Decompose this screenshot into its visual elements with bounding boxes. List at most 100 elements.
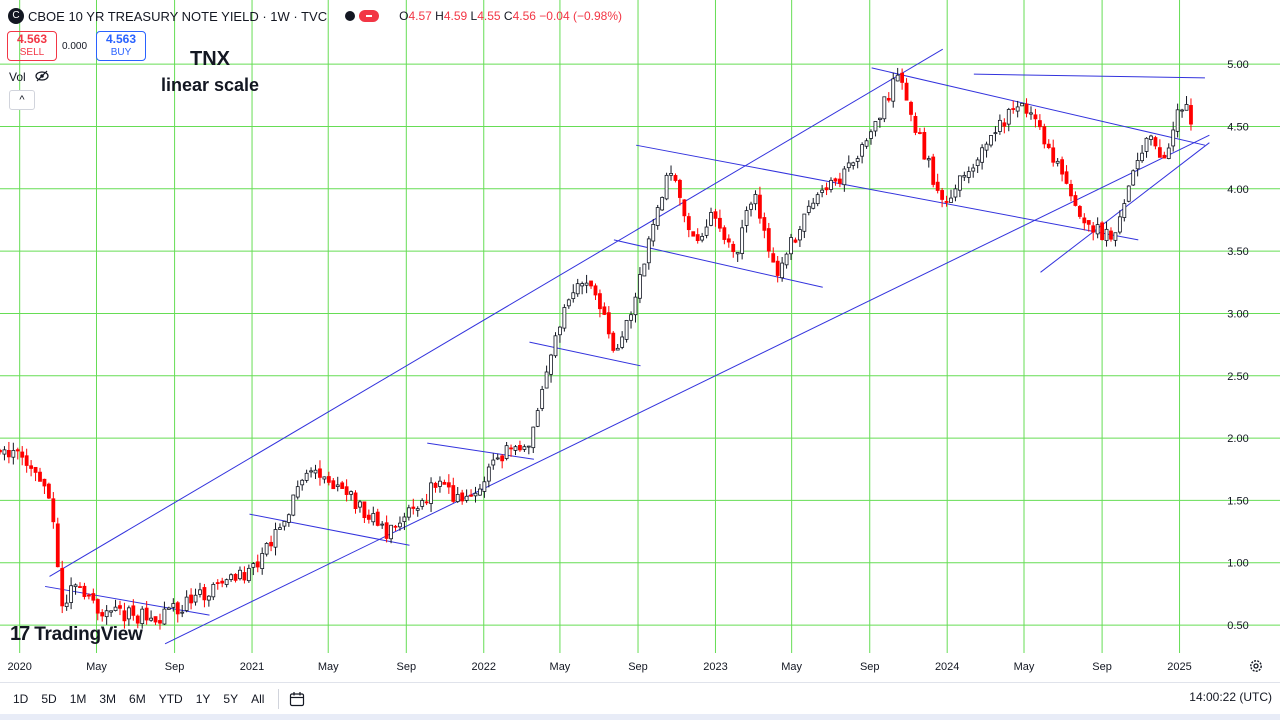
- candle-up: [1149, 135, 1153, 140]
- candle-down: [718, 217, 722, 229]
- candle-up: [531, 426, 536, 449]
- candle-up: [984, 143, 989, 151]
- candle-up: [224, 579, 229, 585]
- candle-up: [664, 174, 669, 200]
- candle-up: [1135, 160, 1140, 170]
- range-5y-button[interactable]: 5Y: [223, 692, 239, 706]
- candle-down: [1077, 206, 1082, 217]
- time-tick-label: May: [550, 661, 571, 673]
- candle-up: [429, 482, 433, 504]
- collapse-legend-button[interactable]: ^: [9, 90, 35, 110]
- high-value: 4.59: [443, 9, 468, 23]
- candle-down: [673, 175, 678, 181]
- settings-gear-icon[interactable]: [1249, 659, 1263, 673]
- eye-hidden-icon[interactable]: [35, 70, 49, 82]
- chart-grid: [0, 0, 1280, 653]
- candle-down: [433, 482, 438, 488]
- candle-down: [424, 501, 429, 504]
- close-label: C: [503, 9, 513, 23]
- symbol-header: C CBOE 10 YR TREASURY NOTE YIELD · 1W · …: [0, 0, 622, 32]
- buy-button[interactable]: 4.563 BUY: [96, 31, 146, 61]
- symbol-title[interactable]: CBOE 10 YR TREASURY NOTE YIELD · 1W · TV…: [28, 8, 328, 24]
- candle-up: [193, 594, 198, 603]
- candle-down: [917, 132, 922, 134]
- candle-up: [1140, 152, 1144, 162]
- candle-down: [1037, 120, 1042, 128]
- candle-up: [313, 469, 318, 474]
- candle-up: [980, 147, 985, 163]
- candle-up: [744, 210, 749, 226]
- calendar-goto-icon[interactable]: [289, 691, 305, 707]
- candle-down: [611, 332, 616, 351]
- toolbar-divider: [278, 689, 280, 709]
- volume-label[interactable]: Vol: [9, 70, 26, 84]
- candle-down: [38, 471, 42, 482]
- buy-label: BUY: [110, 47, 132, 58]
- candle-down: [318, 468, 322, 478]
- candle-up: [251, 563, 256, 568]
- utc-clock[interactable]: 14:00:22 (UTC): [1189, 690, 1272, 704]
- candle-up: [891, 78, 896, 102]
- candle-down: [944, 201, 949, 203]
- price-tick-label: 1.00: [1227, 558, 1248, 570]
- candle-up: [358, 501, 362, 508]
- candle-up: [575, 283, 580, 295]
- candle-up: [309, 470, 313, 473]
- candle-up: [322, 476, 327, 480]
- candle-up: [64, 602, 69, 607]
- candle-up: [1015, 106, 1020, 112]
- candle-down: [131, 605, 136, 616]
- candle-down: [935, 181, 940, 191]
- range-all-button[interactable]: All: [251, 692, 265, 706]
- range-1d-button[interactable]: 1D: [13, 692, 29, 706]
- ohlc-values: O4.57 H4.59 L4.55 C4.56 −0.04 (−0.98%): [399, 9, 622, 23]
- range-ytd-button[interactable]: YTD: [158, 692, 183, 706]
- candle-up: [855, 158, 860, 162]
- candle-up: [540, 389, 545, 409]
- candle-down: [589, 280, 593, 287]
- sell-button[interactable]: 4.563 SELL: [7, 31, 57, 61]
- candle-down: [78, 586, 82, 588]
- candle-up: [740, 227, 745, 254]
- candle-up: [1104, 228, 1109, 241]
- range-1y-button[interactable]: 1Y: [195, 692, 211, 706]
- candle-up: [109, 610, 113, 613]
- range-5d-button[interactable]: 5D: [41, 692, 57, 706]
- candle-down: [202, 587, 207, 601]
- candle-up: [815, 194, 820, 205]
- candle-down: [6, 449, 11, 458]
- time-tick-label: Sep: [165, 661, 185, 673]
- candle-up: [864, 140, 869, 147]
- tradingview-logo[interactable]: 17 TradingView: [10, 623, 143, 646]
- candle-down: [500, 455, 505, 462]
- open-value: 4.57: [408, 9, 432, 23]
- range-3m-button[interactable]: 3M: [99, 692, 117, 706]
- candle-up: [464, 495, 469, 501]
- candle-down: [118, 605, 122, 609]
- range-1m-button[interactable]: 1M: [69, 692, 87, 706]
- candle-up: [380, 523, 385, 526]
- candle-up: [1029, 112, 1033, 115]
- price-tick-label: 0.50: [1227, 620, 1248, 632]
- candle-up: [349, 491, 353, 495]
- trend-line: [164, 134, 1210, 645]
- symbol-logo-icon[interactable]: C: [8, 8, 24, 24]
- time-tick-label: Sep: [397, 661, 417, 673]
- tradingview-mark-icon: 17: [10, 623, 30, 645]
- range-6m-button[interactable]: 6M: [129, 692, 146, 706]
- sell-label: SELL: [19, 47, 45, 58]
- candle-up: [371, 513, 376, 523]
- candle-up: [504, 445, 509, 459]
- candle-up: [211, 584, 216, 598]
- candle-up: [624, 319, 629, 340]
- candle-down: [775, 260, 780, 276]
- candle-down: [255, 561, 260, 568]
- price-tick-label: 1.50: [1227, 495, 1248, 507]
- market-closed-pill-icon[interactable]: [359, 10, 380, 22]
- candle-down: [135, 615, 140, 624]
- candle-down: [824, 187, 829, 191]
- candle-down: [838, 178, 842, 184]
- candle-up: [584, 282, 589, 286]
- candle-up: [491, 459, 496, 466]
